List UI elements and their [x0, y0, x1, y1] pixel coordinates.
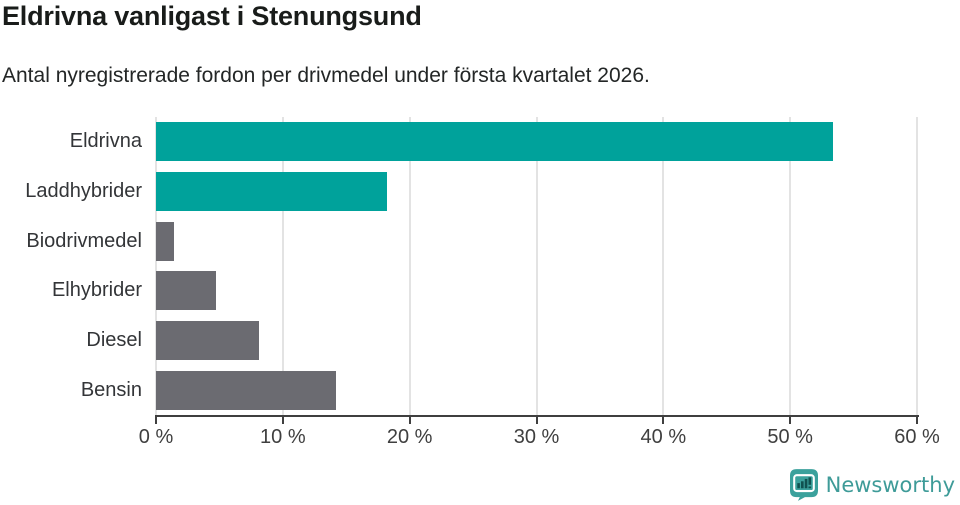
category-label: Diesel — [86, 328, 142, 351]
gridline — [408, 117, 411, 415]
x-tick-label: 30 % — [513, 426, 560, 448]
newsworthy-logo: Newsworthy — [789, 469, 955, 501]
bar-rows: Eldrivna Laddhybrider Biodrivmedel Elhybrid… — [0, 117, 917, 415]
gridline — [662, 117, 665, 415]
x-axis-tick-labels: 0 % 10 % 20 % 30 % 40 % 50 % 60 % — [139, 426, 940, 450]
bar-track — [156, 122, 917, 162]
bar-laddhybrider — [156, 171, 387, 211]
x-tick-label: 60 % — [894, 426, 940, 448]
x-axis-line — [155, 415, 919, 417]
category-label: Bensin — [80, 378, 142, 401]
bar-track — [156, 171, 917, 211]
category-label: Elhybrider — [51, 279, 142, 302]
gridline — [789, 117, 792, 415]
gridline — [281, 117, 284, 415]
x-axis-ticks — [155, 417, 918, 424]
newsworthy-wordmark: Newsworthy — [825, 473, 955, 497]
bar-bensin — [156, 370, 337, 410]
bar-biodrivmedel — [156, 221, 174, 261]
x-tick-mark — [408, 417, 411, 424]
bar-track — [156, 370, 917, 410]
chart-subtitle: Antal nyregistrerade fordon per drivmede… — [2, 64, 650, 87]
gridlines — [155, 117, 918, 415]
x-tick-label: 10 % — [260, 426, 306, 448]
bar-row: Elhybrider — [0, 266, 917, 316]
x-tick-label: 40 % — [640, 426, 687, 448]
category-label: Eldrivna — [69, 130, 142, 153]
newsworthy-icon — [789, 469, 818, 501]
bar-row: Laddhybrider — [0, 167, 917, 217]
x-tick-label: 50 % — [767, 426, 813, 448]
bar-chart: Eldrivna Laddhybrider Biodrivmedel Elhybrid… — [0, 117, 960, 448]
x-tick-label: 0 % — [138, 426, 174, 448]
bar-diesel — [156, 320, 259, 360]
gridline — [155, 117, 157, 415]
bar-row: Biodrivmedel — [0, 216, 917, 266]
bar-row: Bensin — [0, 365, 917, 415]
x-tick-mark — [789, 417, 792, 424]
x-tick-mark — [155, 417, 157, 424]
category-label: Laddhybrider — [25, 179, 142, 202]
x-tick-mark — [662, 417, 665, 424]
bar-track — [156, 320, 917, 360]
bar-elhybrider — [156, 271, 216, 311]
x-tick-mark — [916, 417, 918, 424]
gridline — [535, 117, 538, 415]
gridline — [916, 117, 918, 415]
bar-track — [156, 271, 917, 311]
bar-track — [156, 221, 917, 261]
bar-row: Diesel — [0, 316, 917, 366]
bar-row: Eldrivna — [0, 117, 917, 167]
x-tick-mark — [535, 417, 538, 424]
x-tick-label: 20 % — [386, 426, 433, 448]
bar-eldrivna — [156, 122, 834, 162]
x-tick-mark — [281, 417, 284, 424]
category-label: Biodrivmedel — [26, 229, 142, 252]
chart-title: Eldrivna vanligast i Stenungsund — [2, 1, 422, 31]
